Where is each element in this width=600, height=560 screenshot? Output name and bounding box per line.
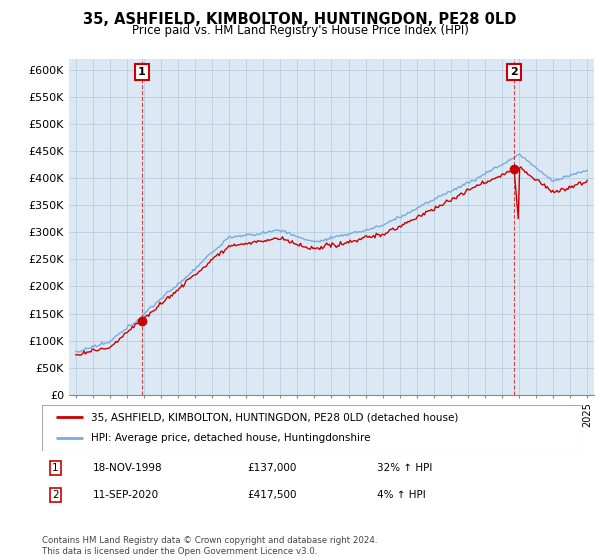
Text: 2: 2 [52,490,59,500]
FancyBboxPatch shape [42,405,582,451]
Text: £137,000: £137,000 [247,463,296,473]
Text: Price paid vs. HM Land Registry's House Price Index (HPI): Price paid vs. HM Land Registry's House … [131,24,469,36]
Text: 4% ↑ HPI: 4% ↑ HPI [377,490,425,500]
Text: HPI: Average price, detached house, Huntingdonshire: HPI: Average price, detached house, Hunt… [91,433,370,444]
Text: 35, ASHFIELD, KIMBOLTON, HUNTINGDON, PE28 0LD: 35, ASHFIELD, KIMBOLTON, HUNTINGDON, PE2… [83,12,517,27]
Text: 1: 1 [52,463,59,473]
Text: £417,500: £417,500 [247,490,296,500]
Text: 11-SEP-2020: 11-SEP-2020 [94,490,160,500]
Text: 32% ↑ HPI: 32% ↑ HPI [377,463,432,473]
Text: 1: 1 [138,67,146,77]
Text: 35, ASHFIELD, KIMBOLTON, HUNTINGDON, PE28 0LD (detached house): 35, ASHFIELD, KIMBOLTON, HUNTINGDON, PE2… [91,412,458,422]
Text: 2: 2 [510,67,518,77]
Text: 18-NOV-1998: 18-NOV-1998 [94,463,163,473]
Text: Contains HM Land Registry data © Crown copyright and database right 2024.
This d: Contains HM Land Registry data © Crown c… [42,536,377,556]
